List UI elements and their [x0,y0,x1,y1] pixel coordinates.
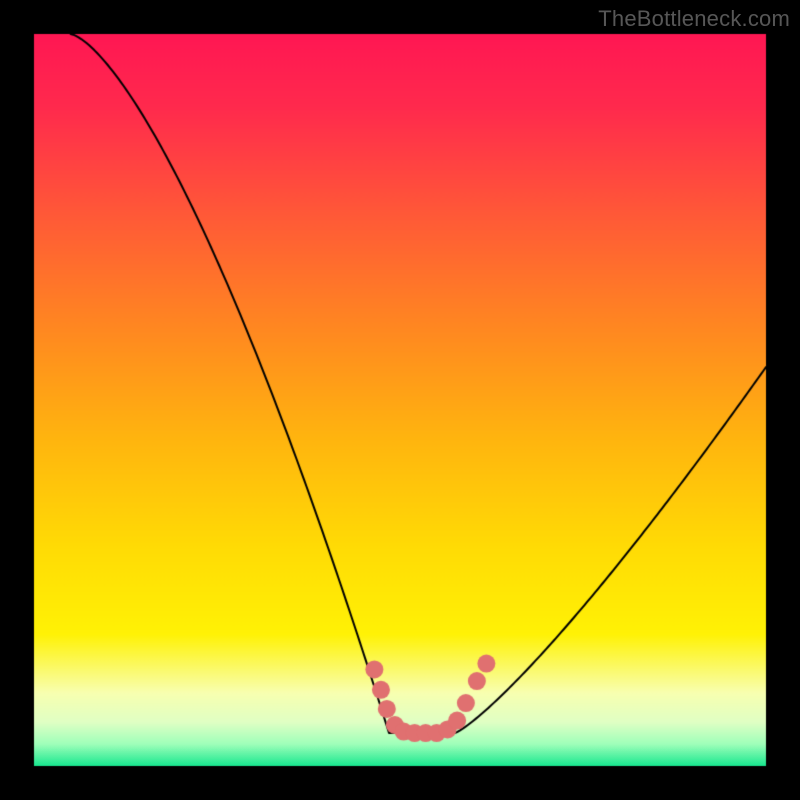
bottleneck-curve-chart [0,0,800,800]
chart-stage: TheBottleneck.com [0,0,800,800]
watermark-text: TheBottleneck.com [598,6,790,32]
